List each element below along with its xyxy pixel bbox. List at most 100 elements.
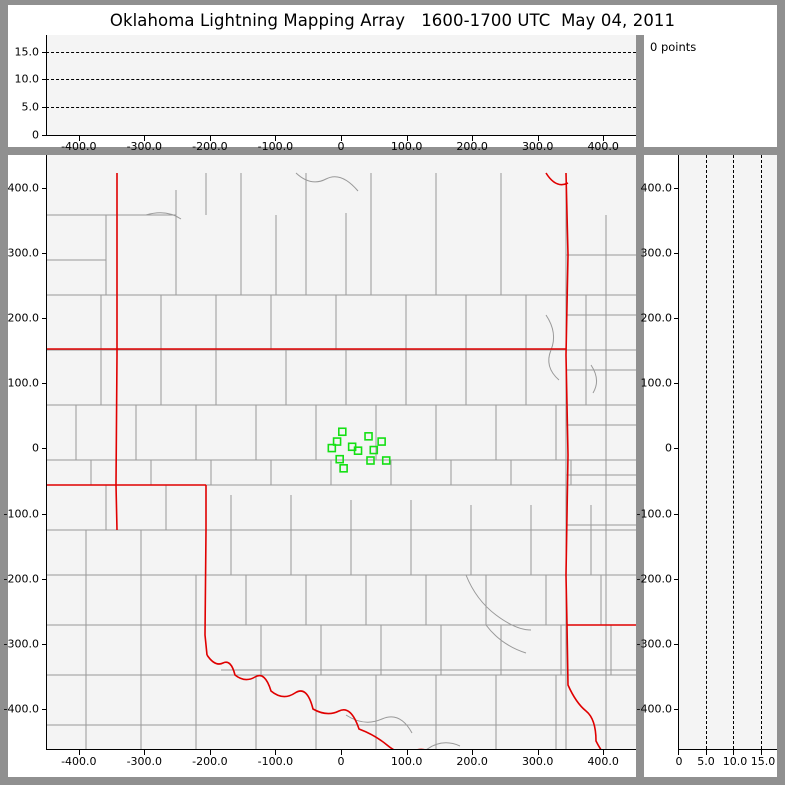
page-title: Oklahoma Lightning Mapping Array 1600-17… [109,10,676,30]
right-ytick-400 [674,187,679,189]
map-xlabel--200: -200.0 [192,755,228,768]
lightning-source-markers [327,427,391,473]
top-ytick-5 [42,107,47,109]
map-ytick--100 [42,513,47,515]
lightning-source-marker [366,456,375,465]
top-ylabel-5: 5.0 [21,100,40,114]
right-xtick-15 [760,750,762,755]
lightning-source-marker [338,427,347,437]
right-ytick-200 [674,318,679,319]
map-geography [46,172,636,749]
altitude-histogram-plot-area [678,155,777,749]
gridline-y-5 [46,107,636,109]
map-xlabel--100: -100.0 [257,755,294,768]
gridline-x-15 [760,155,762,749]
map-x-axis [46,749,636,751]
map-xtick-200 [472,750,474,755]
lightning-source-marker [335,454,344,464]
map-xlabel-200: 200.0 [456,755,488,768]
top-xtick-0 [341,136,342,141]
map-ylabel--400: -400.0 [3,702,39,716]
map-xtick-300 [537,750,539,755]
top-x-axis [46,135,636,137]
map-ytick--200 [42,578,47,580]
right-ylabel-400: 400.0 [640,181,673,195]
map-ylabel-100: 100.0 [7,376,40,390]
right-ytick-300 [674,252,679,254]
county-lines [46,172,636,749]
map-xtick-400 [603,750,605,755]
right-xlabel-10: 10.0 [722,755,748,768]
map-ylabel--300: -300.0 [3,637,39,651]
top-ytick-10 [42,79,47,81]
top-xlabel--200: -200.0 [192,140,228,153]
top-xtick-200 [472,136,474,141]
top-xlabel-100: 100.0 [390,140,423,153]
top-xlabel-200: 200.0 [456,140,488,153]
top-xtick-300 [537,136,539,141]
right-ylabel--200: -200.0 [636,572,672,586]
right-ytick--400 [674,709,679,710]
right-ylabel--300: -300.0 [636,637,672,651]
top-ytick-0 [42,135,47,136]
map-xtick--200 [209,750,211,755]
lightning-source-marker [377,437,386,446]
map-y-axis [46,155,48,749]
state-borders [46,172,636,749]
right-ylabel--100: -100.0 [636,507,672,520]
top-xtick--300 [144,136,146,141]
right-ylabel-0: 0 [665,441,672,455]
point-count-label: 0 points [650,40,697,54]
top-y-axis [46,35,48,135]
right-ytick-100 [674,383,679,385]
right-xlabel-15: 15.0 [750,755,776,768]
map-xlabel-0: 0 [337,755,345,768]
gridline-y-15 [46,51,636,53]
top-xlabel-0: 0 [337,140,345,153]
top-xlabel--400: -400.0 [61,140,97,153]
right-ylabel-100: 100.0 [640,376,673,390]
gridline-x-10 [733,155,734,749]
right-xtick-10 [733,750,734,755]
top-xtick-400 [603,136,605,141]
right-ytick--300 [674,643,679,645]
title-bar: Oklahoma Lightning Mapping Array 1600-17… [8,5,777,35]
right-ylabel--400: -400.0 [636,702,672,716]
map-ytick-300 [42,252,47,254]
map-ylabel-0: 0 [32,441,39,455]
right-xlabel-5: 5.0 [697,755,715,768]
map-ylabel-300: 300.0 [7,246,40,260]
map-xtick--300 [144,750,146,755]
map-xtick--400 [78,750,80,755]
map-xtick-0 [341,750,342,755]
lightning-source-marker [364,432,373,441]
gridline-x-5 [705,155,707,749]
right-ytick--200 [674,578,679,580]
lightning-source-marker [332,437,342,446]
right-y-axis [678,155,680,749]
lightning-source-marker [339,464,348,473]
map-xtick-100 [406,750,408,755]
right-ytick--100 [674,513,679,515]
map-ytick-200 [42,318,47,319]
map-ytick--400 [42,709,47,710]
top-ylabel-10: 10.0 [14,72,40,86]
map-ytick-100 [42,383,47,385]
top-xlabel--100: -100.0 [257,140,294,153]
top-xlabel-400: 400.0 [587,140,619,153]
map-plot-area[interactable] [46,155,636,749]
top-xtick-100 [406,136,408,141]
lightning-source-marker [327,443,337,453]
top-xtick--400 [78,136,80,141]
time-altitude-plot-area [46,35,636,135]
point-count-panel: 0 points [644,35,777,147]
right-xlabel-0: 0 [675,755,683,768]
top-xtick--100 [275,136,277,141]
right-ylabel-300: 300.0 [640,246,673,260]
map-xlabel--400: -400.0 [61,755,97,768]
map-xlabel--300: -300.0 [126,755,163,768]
lightning-source-marker [381,456,391,465]
top-xtick--200 [209,136,211,141]
map-ylabel--100: -100.0 [3,507,39,520]
